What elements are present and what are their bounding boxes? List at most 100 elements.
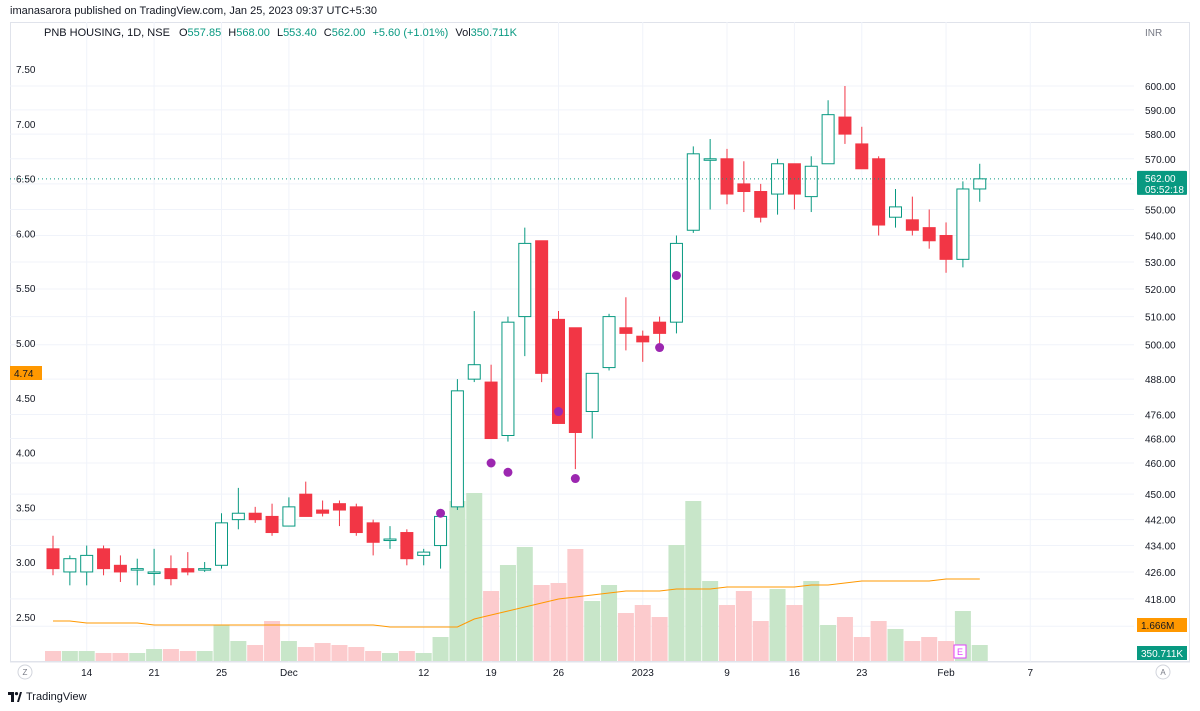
candle-body xyxy=(568,327,582,433)
right-axis-tick: 468.00 xyxy=(1145,435,1176,446)
candle-body xyxy=(754,191,768,218)
left-axis-tick: 2.50 xyxy=(16,613,36,624)
volume-bar xyxy=(820,625,837,661)
candle-body xyxy=(703,158,717,161)
right-axis-tick: 426.00 xyxy=(1145,568,1176,579)
volume-ma-line xyxy=(53,578,980,628)
x-axis-tick: 9 xyxy=(724,668,730,679)
right-axis-tick: 550.00 xyxy=(1145,205,1176,216)
volume-bar xyxy=(719,605,735,661)
volume-bar xyxy=(449,501,466,661)
tradingview-logo-icon xyxy=(8,692,22,702)
candle-body xyxy=(164,568,178,580)
right-axis-tick: 434.00 xyxy=(1145,542,1176,553)
volume-value: 350.711K xyxy=(1141,649,1183,660)
candle-body xyxy=(198,568,212,571)
candle-body xyxy=(46,548,60,570)
x-axis-tick: 19 xyxy=(486,668,498,679)
volume-bar xyxy=(769,589,786,661)
right-axis-tick: 460.00 xyxy=(1145,459,1176,470)
volume-bar xyxy=(853,637,870,661)
last-price-value: 562.00 xyxy=(1145,174,1176,185)
candle-body xyxy=(383,538,397,542)
candle-body xyxy=(80,554,94,573)
candle-body xyxy=(872,158,886,226)
volume-bar xyxy=(685,501,702,661)
candle-body xyxy=(535,240,549,374)
legend-high-value: 568.00 xyxy=(236,27,270,39)
signal-dot xyxy=(486,458,496,468)
volume-bar xyxy=(415,653,432,661)
volume-bar xyxy=(601,585,618,661)
left-axis-tick: 6.00 xyxy=(16,229,36,240)
candle-body xyxy=(501,321,515,437)
x-axis-tick: 21 xyxy=(149,668,161,679)
tradingview-brand[interactable]: TradingView xyxy=(8,691,87,703)
right-axis-tick: 500.00 xyxy=(1145,341,1176,352)
earnings-event-marker xyxy=(953,644,967,659)
x-axis-tick: 23 xyxy=(856,668,868,679)
legend-volume-label: Vol xyxy=(455,27,471,39)
earnings-event-label: E xyxy=(957,647,963,657)
candle-body xyxy=(552,318,565,424)
x-axis-tick: 2023 xyxy=(632,668,655,679)
volume-bar xyxy=(533,585,550,661)
candle-body xyxy=(366,522,380,543)
volume-bar xyxy=(365,651,382,661)
candle-body xyxy=(299,493,313,517)
candle-body xyxy=(737,183,751,193)
legend-change: +5.60 (+1.01%) xyxy=(372,27,449,39)
candle-body xyxy=(63,558,77,573)
volume-bar xyxy=(247,645,264,661)
volume-ma-badge xyxy=(1137,618,1187,632)
candle-body xyxy=(231,512,245,521)
candle-body xyxy=(653,321,667,334)
volume-bar xyxy=(264,621,281,661)
candle-body xyxy=(855,143,869,170)
signal-dot xyxy=(671,270,681,280)
countdown-value: 05:52:18 xyxy=(1145,185,1184,196)
volume-bar xyxy=(280,641,297,661)
x-axis-tick: 26 xyxy=(553,668,565,679)
candle-body xyxy=(956,188,970,260)
left-axis-marker xyxy=(10,366,42,380)
right-axis-tick: 520.00 xyxy=(1145,285,1176,296)
left-axis-marker-value: 4.74 xyxy=(14,369,34,380)
volume-bar xyxy=(466,493,483,661)
candle-body xyxy=(113,564,127,573)
candle-body xyxy=(181,568,195,573)
candle-body xyxy=(248,512,262,521)
candle-body xyxy=(973,178,987,190)
volume-bar xyxy=(314,643,331,661)
volume-bar xyxy=(550,583,567,661)
volume-bar xyxy=(971,645,988,661)
last-price-badge xyxy=(1137,170,1187,195)
legend-open-label: O xyxy=(178,27,188,39)
volume-bar xyxy=(803,581,820,661)
volume-bar xyxy=(179,651,196,661)
volume-bar xyxy=(786,605,803,661)
candle-body xyxy=(518,242,532,318)
right-axis-tick: 570.00 xyxy=(1145,155,1176,166)
volume-bar xyxy=(213,625,230,661)
volume-bar xyxy=(112,653,129,661)
candle-body xyxy=(636,335,650,343)
legend-open-value: 557.85 xyxy=(187,27,222,39)
candle-body xyxy=(349,506,363,534)
volume-bar xyxy=(432,637,449,661)
candle-body xyxy=(602,316,616,369)
right-axis-tick: 510.00 xyxy=(1145,313,1176,324)
candle-body xyxy=(434,515,448,547)
candle-body xyxy=(619,327,633,334)
candle-body xyxy=(282,506,296,527)
legend-high-label: H xyxy=(228,27,237,39)
candle-body xyxy=(821,114,835,165)
volume-bar xyxy=(904,641,921,661)
currency-label: INR xyxy=(1145,28,1162,39)
volume-bar xyxy=(230,641,247,661)
right-axis-tick: 418.00 xyxy=(1145,595,1176,606)
volume-bar xyxy=(196,651,213,661)
legend-low-label: L xyxy=(276,27,284,39)
volume-bar xyxy=(938,641,955,661)
